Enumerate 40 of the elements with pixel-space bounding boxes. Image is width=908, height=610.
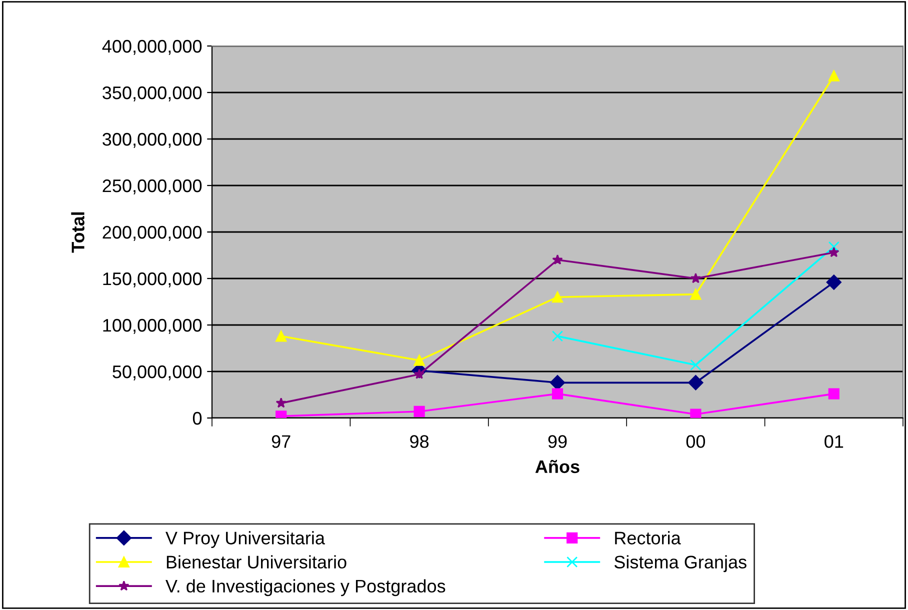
x-tick-label: 98 [410, 435, 429, 448]
y-tick-label: 300,000,000 [102, 132, 202, 148]
point [828, 388, 840, 400]
point [826, 274, 842, 290]
legend-label: Bienestar Universitario [166, 555, 346, 568]
x-tick-label: 99 [548, 435, 567, 448]
y-tick-label: 150,000,000 [103, 272, 202, 288]
y-tick-label: 0 [192, 412, 202, 425]
point [690, 272, 702, 284]
y-axis-title: Total [71, 212, 84, 253]
legend-label: Sistema Granjas [614, 555, 746, 572]
y-tick-label: 100,000,000 [103, 318, 202, 334]
legend-label: V Proy Universitaria [166, 531, 325, 548]
legend-label: Rectoria [615, 531, 681, 544]
y-tick-label: 250,000,000 [102, 179, 202, 194]
point [552, 388, 564, 400]
point [690, 288, 702, 300]
legend-label: V. de Investigaciones y Postgrados [166, 579, 446, 596]
y-tick-label: 350,000,000 [102, 86, 202, 102]
point [552, 292, 564, 303]
y-tick-label: 50,000,000 [112, 365, 202, 380]
point [552, 254, 563, 265]
point [552, 330, 564, 342]
point [688, 375, 704, 390]
point [828, 241, 840, 252]
y-tick-label: 400,000,000 [102, 40, 202, 55]
point [828, 70, 840, 82]
point [550, 375, 566, 390]
x-tick-label: 97 [272, 435, 290, 448]
point [414, 406, 425, 418]
point [276, 330, 287, 342]
x-axis-title: Años [535, 460, 580, 474]
y-tick-label: 200,000,000 [102, 226, 202, 241]
point [276, 398, 286, 408]
point [414, 354, 425, 366]
point [828, 246, 840, 258]
x-tick-label: 00 [686, 435, 706, 448]
point [690, 408, 702, 418]
x-tick-label: 01 [824, 435, 844, 448]
point [690, 359, 702, 371]
